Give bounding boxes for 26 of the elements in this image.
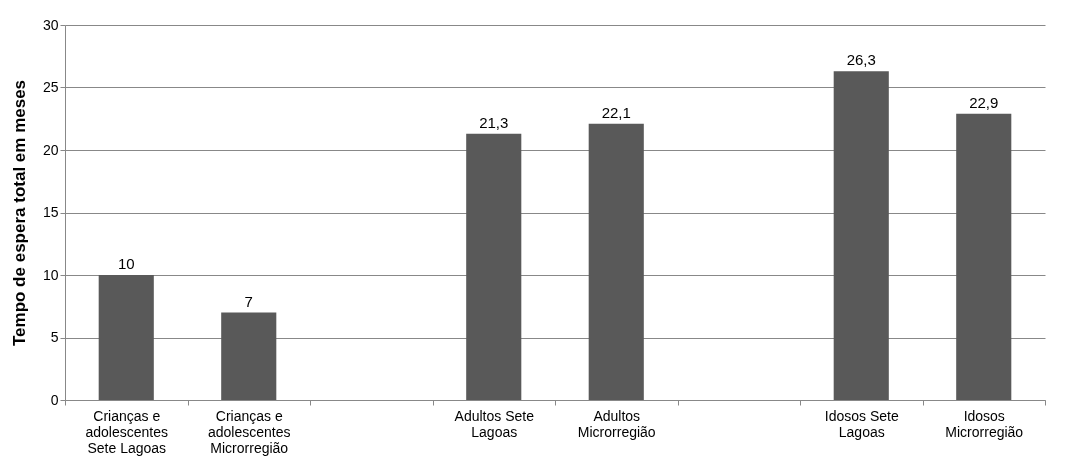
y-tick-label: 15 [42, 204, 59, 220]
bar [221, 312, 277, 400]
y-tick-label: 30 [42, 16, 59, 33]
y-tick-label: 5 [50, 329, 59, 345]
bar [466, 133, 522, 400]
y-axis-title: Tempo de espera total em meses [9, 79, 29, 347]
x-tick-label: Adultos Sete Lagoas [454, 407, 535, 440]
x-tick-label: Idosos Sete Lagoas [824, 407, 899, 440]
bar [98, 275, 154, 400]
data-label: 26,3 [846, 51, 876, 69]
x-tick-label: Idosos Microrregião [945, 407, 1024, 440]
data-label: 22,1 [601, 103, 631, 121]
data-label: 22,9 [969, 93, 999, 111]
x-tick-label: Crianças e adolescentes Microrregião [207, 407, 291, 456]
bar [588, 123, 644, 400]
x-tick-label: Adultos Microrregião [577, 407, 656, 440]
y-tick-label: 20 [42, 141, 59, 158]
x-tick-label: Crianças e adolescentes Sete Lagoas [85, 407, 169, 456]
y-tick-label: 0 [50, 391, 59, 408]
data-label: 10 [117, 255, 135, 272]
data-label: 7 [244, 292, 253, 310]
y-tick-label: 25 [42, 79, 59, 95]
bar [833, 71, 889, 400]
data-label: 21,3 [479, 113, 509, 131]
bar [956, 113, 1012, 400]
y-tick-label: 10 [42, 266, 59, 283]
